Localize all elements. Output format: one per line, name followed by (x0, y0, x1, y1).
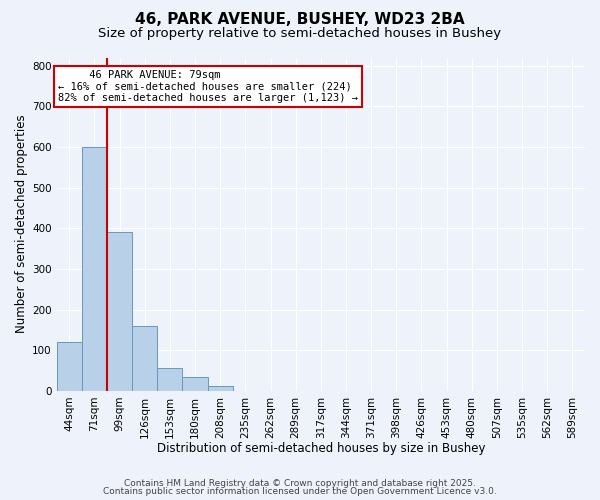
Bar (82, 147, 107, 391)
Text: Contains HM Land Registry data © Crown copyright and database right 2025.: Contains HM Land Registry data © Crown c… (124, 478, 476, 488)
Text: Size of property relative to semi-detached houses in Bushey: Size of property relative to semi-detach… (98, 28, 502, 40)
Y-axis label: Number of semi-detached properties: Number of semi-detached properties (15, 115, 28, 334)
Bar (56, 342, 82, 391)
Bar (132, 326, 157, 391)
Bar (182, 378, 208, 391)
Bar (208, 386, 233, 391)
Text: 46 PARK AVENUE: 79sqm
← 16% of semi-detached houses are smaller (224)
82% of sem: 46 PARK AVENUE: 79sqm ← 16% of semi-deta… (58, 70, 358, 103)
X-axis label: Distribution of semi-detached houses by size in Bushey: Distribution of semi-detached houses by … (157, 442, 485, 455)
Text: Contains public sector information licensed under the Open Government Licence v3: Contains public sector information licen… (103, 487, 497, 496)
Text: 46, PARK AVENUE, BUSHEY, WD23 2BA: 46, PARK AVENUE, BUSHEY, WD23 2BA (135, 12, 465, 28)
Bar (157, 368, 182, 391)
Bar (107, 232, 132, 391)
